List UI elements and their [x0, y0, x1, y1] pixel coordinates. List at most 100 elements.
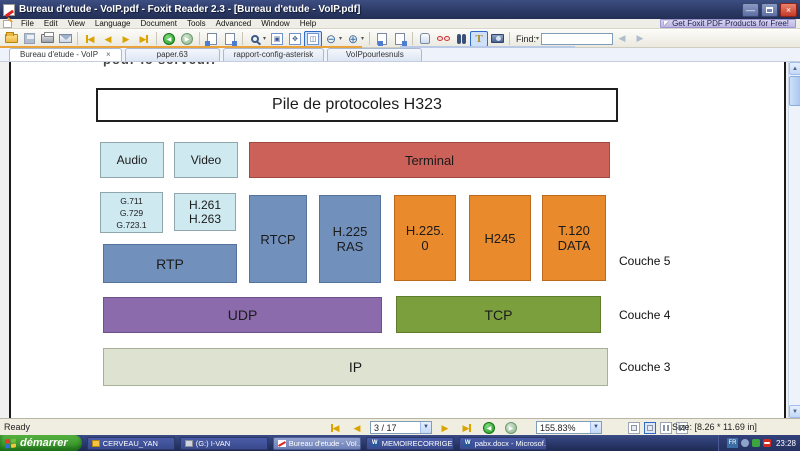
forward-view-icon: ▶: [181, 32, 193, 45]
status-previous-page-button[interactable]: ◀: [348, 420, 366, 436]
windows-taskbar: démarrer CERVEAU_YAN (G:) I-VAN Bureau d…: [0, 435, 800, 451]
rtcp-box: RTCP: [249, 195, 307, 283]
status-nav-cluster: ◀ ◀ 3 / 17 ▼ ▶ ▶ ◀ ▶ 155.83% ▼: [326, 419, 688, 436]
find-next-button[interactable]: ▶: [631, 31, 649, 47]
audio-box: Audio: [100, 142, 164, 178]
previous-page-icon: ◀: [104, 33, 112, 44]
status-next-view-button[interactable]: ▶: [502, 420, 520, 436]
hand-tool-button[interactable]: [416, 31, 434, 47]
antivirus-icon[interactable]: [762, 439, 771, 447]
email-button[interactable]: [56, 31, 74, 47]
next-view-button[interactable]: ▶: [178, 31, 196, 47]
scrollbar-thumb[interactable]: [789, 76, 800, 106]
tab-paper63[interactable]: paper.63: [124, 48, 220, 61]
search-button[interactable]: [452, 31, 470, 47]
vertical-scrollbar[interactable]: ▲ ▼: [788, 62, 800, 418]
language-indicator[interactable]: FR: [726, 438, 738, 448]
tab-close-icon[interactable]: ×: [106, 50, 111, 59]
actual-size-icon: ◫: [307, 32, 319, 45]
previous-view-button[interactable]: ◀: [160, 31, 178, 47]
snapshot-button[interactable]: [488, 31, 506, 47]
taskbar-item-foxit[interactable]: Bureau d'etude - VoI...: [272, 436, 361, 450]
continuous-view-button[interactable]: [391, 31, 409, 47]
scroll-up-button[interactable]: ▲: [789, 62, 800, 75]
page-icon: [377, 32, 387, 46]
combo-dropdown-icon[interactable]: ▼: [590, 422, 601, 433]
find-previous-icon: ◀: [618, 33, 626, 43]
next-page-button[interactable]: ▶: [117, 31, 135, 47]
toolbar-separator: [77, 32, 78, 45]
menu-edit[interactable]: Edit: [43, 18, 58, 28]
close-button[interactable]: ×: [780, 2, 797, 17]
main-toolbar: ◀ ◀ ▶ ▶ ◀ ▶ ▾ ▣ ✥ ◫ ⊖ ▾ ⊕ ▾ T Find: ▾ ◀ …: [0, 30, 800, 48]
rotate-right-button[interactable]: [221, 31, 239, 47]
find-input[interactable]: [541, 32, 614, 45]
status-next-page-button[interactable]: ▶: [436, 420, 454, 436]
text-select-icon: T: [475, 32, 483, 45]
previous-page-button[interactable]: ◀: [99, 31, 117, 47]
camera-icon: [490, 34, 504, 43]
taskbar-item-memoirecorriger[interactable]: W MEMOIRECORRIGER....: [365, 436, 454, 450]
continuous-facing-layout-button[interactable]: [676, 421, 688, 434]
first-page-button[interactable]: ◀: [85, 33, 95, 44]
print-button[interactable]: [38, 31, 56, 47]
combo-dropdown-icon[interactable]: ▼: [420, 422, 431, 433]
taskbar-item-cerveau-yan[interactable]: CERVEAU_YAN: [86, 436, 175, 450]
start-button[interactable]: démarrer: [0, 435, 82, 451]
fit-width-button[interactable]: ✥: [286, 31, 304, 47]
terminal-box: Terminal: [249, 142, 610, 178]
menu-advanced[interactable]: Advanced: [215, 18, 252, 28]
taskbar-item-pabx-docx[interactable]: W pabx.docx - Microsof...: [458, 436, 547, 450]
tray-app-icon[interactable]: [751, 439, 760, 447]
menu-view[interactable]: View: [67, 18, 85, 28]
tab-voippourlesnuls[interactable]: VoIPpourlesnuls: [327, 48, 423, 61]
h245-box: H245: [469, 195, 531, 281]
facing-layout-button[interactable]: [660, 421, 672, 434]
menu-tools[interactable]: Tools: [186, 18, 206, 28]
task-label: Bureau d'etude - VoI...: [288, 438, 361, 448]
find-previous-button[interactable]: ◀: [613, 31, 631, 47]
rtp-box: RTP: [103, 244, 237, 283]
status-previous-view-button[interactable]: ◀: [480, 420, 498, 436]
zoom-tool-button[interactable]: [246, 31, 264, 47]
text-select-button[interactable]: T: [470, 30, 488, 47]
tab-bureau-detude-voip[interactable]: Bureau d'etude - VoIP ×: [9, 48, 122, 61]
reading-mode-button[interactable]: [434, 31, 452, 47]
binoculars-icon: [456, 33, 466, 44]
rotate-left-button[interactable]: [203, 31, 221, 47]
find-options-dropdown[interactable]: ▾: [536, 36, 540, 42]
status-first-page-button[interactable]: ◀: [326, 420, 344, 436]
tab-label: VoIPpourlesnuls: [345, 50, 404, 59]
get-foxit-products-button[interactable]: ◤ Get Foxit PDF Products for Free!: [659, 19, 796, 28]
tab-rapport-config-asterisk[interactable]: rapport-config-asterisk: [222, 48, 325, 61]
taskbar-item-g-drive[interactable]: (G:) I-VAN: [179, 436, 268, 450]
zoom-percent-combo[interactable]: 155.83% ▼: [536, 421, 602, 434]
last-page-button[interactable]: ▶: [139, 33, 149, 44]
word-icon: W: [463, 439, 472, 447]
zoom-in-dropdown[interactable]: ▾: [360, 36, 364, 42]
zoom-tool-dropdown[interactable]: ▾: [262, 36, 266, 42]
restore-button[interactable]: [761, 2, 778, 17]
menu-window[interactable]: Window: [261, 18, 290, 28]
status-ready: Ready: [4, 422, 31, 432]
zoom-in-button[interactable]: ⊕: [344, 31, 362, 47]
menu-help[interactable]: Help: [299, 18, 317, 28]
menu-language[interactable]: Language: [94, 18, 131, 28]
single-page-layout-button[interactable]: [628, 421, 640, 434]
minimize-button[interactable]: —: [742, 2, 759, 17]
zoom-out-dropdown[interactable]: ▾: [338, 36, 342, 42]
scroll-down-button[interactable]: ▼: [789, 405, 800, 418]
tray-chevron-icon[interactable]: [740, 439, 749, 447]
single-page-view-button[interactable]: [373, 31, 391, 47]
fit-page-button[interactable]: ▣: [268, 31, 286, 47]
zoom-out-button[interactable]: ⊖: [322, 31, 340, 47]
word-icon: W: [370, 439, 379, 447]
save-button[interactable]: [20, 31, 38, 47]
actual-size-button[interactable]: ◫: [304, 30, 322, 47]
menu-file[interactable]: File: [21, 18, 34, 28]
status-last-page-button[interactable]: ▶: [458, 420, 476, 436]
open-button[interactable]: [2, 31, 20, 47]
page-number-combo[interactable]: 3 / 17 ▼: [370, 421, 432, 434]
continuous-layout-button[interactable]: [644, 421, 656, 434]
menu-document[interactable]: Document: [140, 18, 177, 28]
